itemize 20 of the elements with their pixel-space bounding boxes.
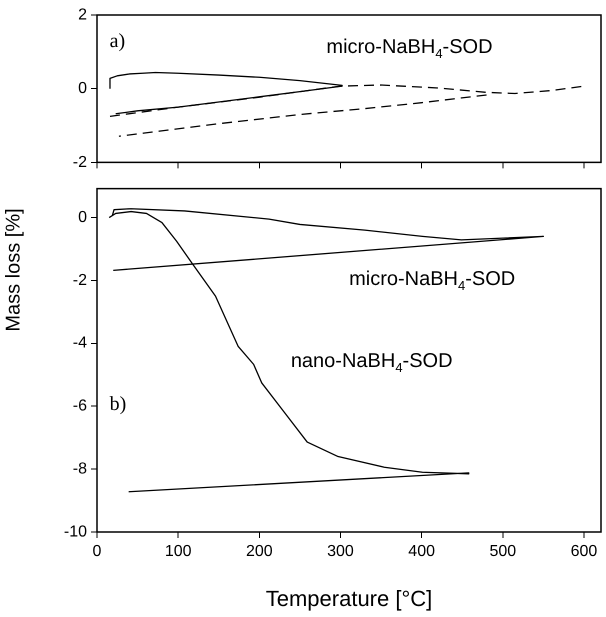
annotation: a) (110, 30, 126, 52)
y-tick-label: -6 (72, 398, 88, 415)
y-tick-label: -2 (72, 272, 88, 289)
y-tick-label: 0 (78, 208, 88, 226)
y-tick-label: -2 (72, 154, 88, 171)
annotation: b) (110, 393, 126, 416)
x-tick-label: 300 (327, 543, 354, 560)
x-tick-label: 200 (246, 543, 273, 560)
y-tick-label: -8 (72, 460, 88, 478)
x-tick-label: 400 (408, 543, 436, 560)
y-tick-label: -4 (72, 334, 88, 352)
x-tick-label: 600 (570, 543, 598, 560)
x-tick-label: 0 (92, 543, 102, 560)
y-tick-label: 0 (78, 80, 88, 98)
x-tick-label: 500 (489, 543, 516, 560)
y-axis-title: Mass loss [%] (2, 208, 26, 332)
y-tick-label: 2 (78, 6, 88, 24)
y-tick-label: -10 (64, 523, 88, 540)
x-axis-title: Temperature [°C] (266, 586, 432, 611)
x-tick-label: 100 (164, 543, 192, 560)
